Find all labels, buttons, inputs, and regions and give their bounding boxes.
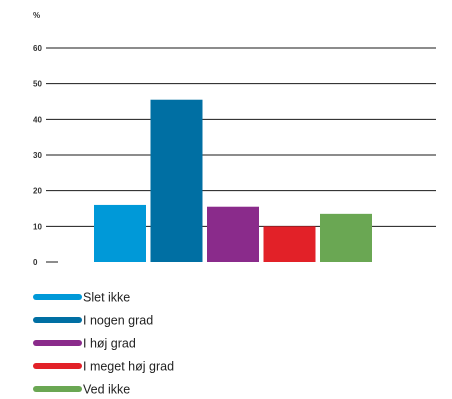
y-axis-unit-label: %	[33, 11, 40, 20]
bar-ved-ikke	[320, 213, 372, 262]
y-tick-label: 0	[33, 258, 38, 267]
y-tick-label: 60	[33, 44, 42, 53]
legend-label: I meget høj grad	[83, 360, 174, 374]
y-tick-label: 40	[33, 115, 42, 124]
legend: Slet ikke I nogen grad I høj grad I meget h…	[33, 291, 174, 397]
bar-slet-ikke	[94, 204, 146, 262]
legend-label: Slet ikke	[83, 291, 130, 305]
bars	[94, 99, 372, 262]
y-tick-label: 50	[33, 80, 42, 89]
legend-label: I nogen grad	[83, 314, 153, 328]
bar-i-meget-høj-grad	[263, 226, 316, 262]
y-tick-label: 30	[33, 151, 42, 160]
bar-i-nogen-grad	[150, 99, 203, 262]
y-tick-labels: 0 10 20 30 40 50 60	[33, 44, 42, 267]
y-tick-label: 20	[33, 187, 42, 196]
legend-label: Ved ikke	[83, 383, 130, 397]
bar-i-høj-grad	[207, 206, 259, 262]
legend-label: I høj grad	[83, 337, 136, 351]
y-tick-label: 10	[33, 222, 42, 231]
